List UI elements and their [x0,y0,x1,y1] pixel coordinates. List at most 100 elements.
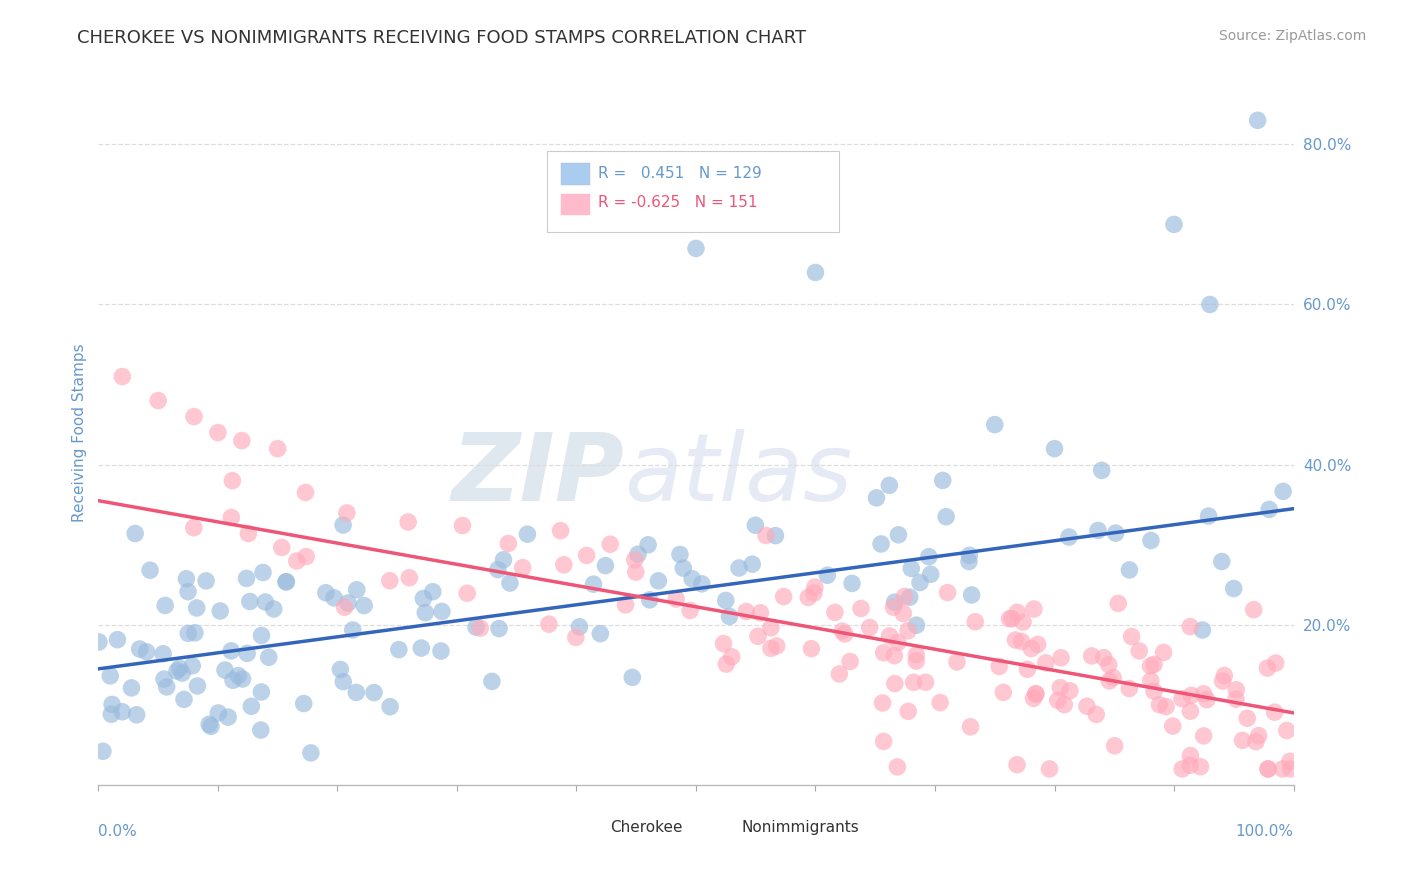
Point [166,664,188,678]
Point [270,541,292,555]
Point [897,704,920,718]
Point [411,641,433,656]
Point [176,572,198,586]
Point [828,667,851,681]
Point [1107,596,1129,610]
Point [1092,650,1115,665]
Point [1225,682,1247,697]
Point [1271,762,1294,776]
Point [1180,689,1202,703]
Point [1213,668,1236,682]
Point [804,580,827,594]
Point [1256,661,1278,675]
Point [815,568,838,582]
Point [624,565,647,579]
Point [959,720,981,734]
Point [363,685,385,699]
Point [238,526,260,541]
Point [1247,113,1270,128]
Point [486,563,509,577]
Point [195,574,218,588]
Point [638,593,661,607]
Point [1171,691,1194,706]
Point [1143,684,1166,698]
Point [153,672,176,686]
Point [274,574,297,589]
Point [219,644,242,658]
Point [1076,699,1098,714]
Point [957,549,980,563]
Point [1049,681,1071,695]
Point [637,538,659,552]
Point [718,609,741,624]
Point [565,631,588,645]
Point [198,717,221,731]
Point [720,649,742,664]
Point [481,674,503,689]
Point [107,632,129,647]
Point [183,521,205,535]
Point [254,595,277,609]
Point [1272,484,1295,499]
Point [1178,758,1201,772]
Point [186,679,208,693]
Point [1163,218,1185,232]
Point [621,670,644,684]
Point [1154,699,1177,714]
Point [498,536,520,550]
Point [797,591,820,605]
Point [1017,662,1039,676]
Point [665,592,688,607]
Point [993,685,1015,699]
Point [595,558,617,573]
Point [1189,760,1212,774]
Point [623,553,645,567]
Point [1035,656,1057,670]
Point [91,744,114,758]
Point [681,572,703,586]
Point [207,425,229,440]
Point [294,485,316,500]
Point [965,615,987,629]
Point [422,584,444,599]
Point [183,409,205,424]
Point [1139,659,1161,673]
Point [240,699,263,714]
Point [1025,687,1047,701]
Text: R =   0.451   N = 129: R = 0.451 N = 129 [598,166,762,180]
Point [735,605,758,619]
Point [1057,530,1080,544]
Point [1022,691,1045,706]
Point [456,586,478,600]
Point [1059,683,1081,698]
Point [1275,723,1298,738]
Point [679,603,702,617]
Point [250,628,273,642]
Point [1257,762,1279,776]
Point [98,669,121,683]
Point [905,648,928,662]
Point [772,590,794,604]
Point [1098,657,1121,672]
Point [800,641,823,656]
Point [883,676,905,690]
Point [920,567,942,582]
Point [221,510,243,524]
Point [957,555,980,569]
Point [887,635,910,649]
Point [128,642,150,657]
Point [1098,673,1121,688]
Point [550,524,572,538]
Point [824,605,846,619]
Point [872,646,894,660]
Point [1171,762,1194,776]
Text: Source: ZipAtlas.com: Source: ZipAtlas.com [1219,29,1367,43]
Point [101,698,124,712]
Point [614,598,637,612]
Point [1180,748,1202,763]
Point [918,549,941,564]
Point [177,584,200,599]
Point [236,646,259,660]
Point [465,620,488,634]
Point [295,549,318,564]
